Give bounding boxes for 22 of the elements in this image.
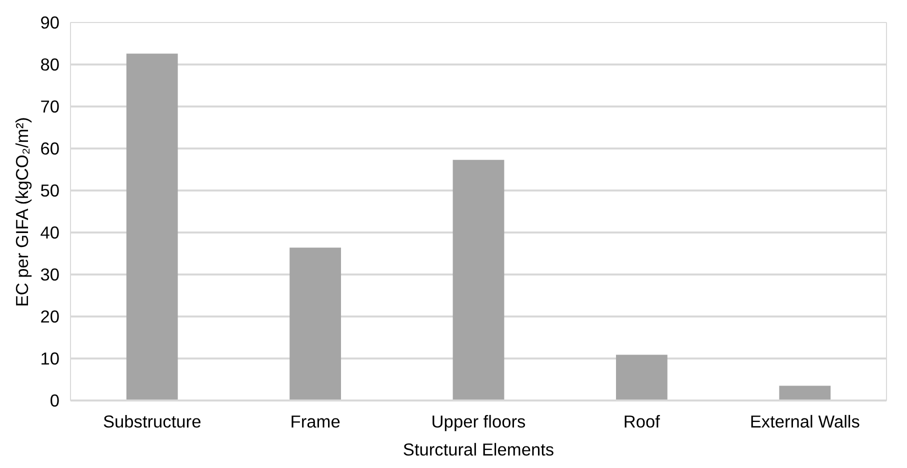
y-tick-label: 90 xyxy=(40,12,60,32)
y-tick-label: 20 xyxy=(40,306,60,326)
y-tick-label: 10 xyxy=(40,348,60,368)
x-tick-label: Roof xyxy=(623,412,660,432)
y-tick-label: 70 xyxy=(40,96,60,116)
y-tick-label: 40 xyxy=(40,222,60,242)
y-tick-label: 30 xyxy=(40,264,60,284)
y-tick-label: 80 xyxy=(40,54,60,74)
bar xyxy=(779,386,831,400)
x-tick-label: Substructure xyxy=(102,412,202,432)
y-tick-label: 60 xyxy=(40,138,60,158)
y-tick-label: 50 xyxy=(40,180,60,200)
y-tick-label: 0 xyxy=(50,390,60,410)
bar xyxy=(290,248,342,400)
bar xyxy=(452,160,504,400)
x-tick-label: Frame xyxy=(290,412,340,432)
x-tick-label: Upper floors xyxy=(431,412,526,432)
bar xyxy=(126,54,178,400)
bar xyxy=(616,354,668,400)
y-axis-title: EC per GIFA (kgCO₂/m²) xyxy=(12,117,32,307)
x-axis-title: Sturctural Elements xyxy=(402,440,554,460)
x-tick-label: External Walls xyxy=(750,412,860,432)
